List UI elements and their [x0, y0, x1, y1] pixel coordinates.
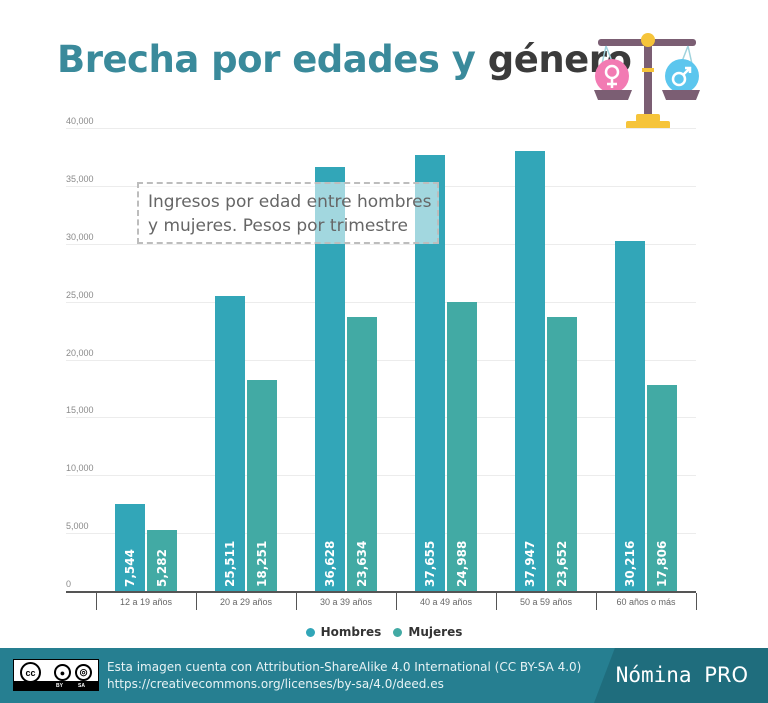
x-tick — [96, 593, 97, 610]
bar-mujeres: 5,282 — [147, 530, 177, 591]
cc-by-sa-license-badge[interactable]: cc ● ◎ BY SA — [13, 659, 99, 691]
bar-hombres: 7,544 — [115, 504, 145, 591]
footer-brand-panel — [594, 648, 768, 703]
bar-hombres: 25,511 — [215, 296, 245, 591]
brand-logo: Nómina PRO — [615, 663, 748, 687]
cc-icon: cc — [20, 662, 41, 683]
legend-item-hombres: Hombres — [305, 625, 381, 639]
legend-dot-icon — [393, 627, 403, 637]
y-tick-label: 10,000 — [66, 463, 94, 473]
gridline — [66, 475, 696, 476]
balance-scale-gender-icon — [594, 33, 700, 129]
x-category-label: 12 a 19 años — [119, 597, 173, 607]
y-tick-label: 25,000 — [66, 290, 94, 300]
y-tick-label: 35,000 — [66, 174, 94, 184]
attribution-person-icon: ● — [54, 664, 71, 681]
x-tick — [196, 593, 197, 610]
x-category-label: 60 años o más — [616, 597, 676, 607]
x-tick — [396, 593, 397, 610]
bar-mujeres: 18,251 — [247, 380, 277, 591]
bar-mujeres: 23,634 — [347, 317, 377, 591]
bar-mujeres: 24,988 — [447, 302, 477, 591]
y-tick-label: 5,000 — [66, 521, 89, 531]
bar-hombres: 37,947 — [515, 151, 545, 591]
y-tick-label: 40,000 — [66, 116, 94, 126]
x-tick — [596, 593, 597, 610]
bar-mujeres: 23,652 — [547, 317, 577, 591]
x-tick — [296, 593, 297, 610]
x-category-label: 20 a 29 años — [219, 597, 273, 607]
chart-annotation-text: Ingresos por edad entre hombres y mujere… — [148, 192, 432, 236]
gridline — [66, 302, 696, 303]
y-tick-label: 30,000 — [66, 232, 94, 242]
bar-mujeres: 17,806 — [647, 385, 677, 591]
x-category-label: 30 a 39 años — [319, 597, 373, 607]
title-part-1: Brecha por edades y — [57, 38, 476, 81]
gridline — [66, 417, 696, 418]
y-tick-label: 0 — [66, 579, 72, 589]
gridline — [66, 128, 696, 129]
y-tick-label: 15,000 — [66, 405, 94, 415]
bar-hombres: 30,216 — [615, 241, 645, 591]
license-url[interactable]: https://creativecommons.org/licenses/by-… — [107, 677, 444, 691]
bar-chart: 0 5,000 10,000 15,000 20,000 25,000 30,0… — [66, 116, 697, 610]
share-alike-icon: ◎ — [75, 664, 92, 681]
legend-dot-icon — [305, 627, 315, 637]
gridline — [66, 244, 696, 245]
x-tick — [696, 593, 697, 610]
x-category-label: 40 a 49 años — [419, 597, 473, 607]
license-line-1: Esta imagen cuenta con Attribution-Share… — [107, 660, 582, 674]
x-tick — [496, 593, 497, 610]
x-category-label: 50 a 59 años — [519, 597, 573, 607]
chart-legend: Hombres Mujeres — [0, 625, 768, 640]
gridline — [66, 533, 696, 534]
chart-annotation-box: Ingresos por edad entre hombres y mujere… — [137, 182, 439, 244]
y-tick-label: 20,000 — [66, 348, 94, 358]
footer: cc ● ◎ BY SA Esta imagen cuenta con Attr… — [0, 648, 768, 703]
x-axis — [66, 591, 696, 593]
license-text: Esta imagen cuenta con Attribution-Share… — [107, 659, 581, 693]
legend-item-mujeres: Mujeres — [393, 625, 462, 639]
gridline — [66, 360, 696, 361]
